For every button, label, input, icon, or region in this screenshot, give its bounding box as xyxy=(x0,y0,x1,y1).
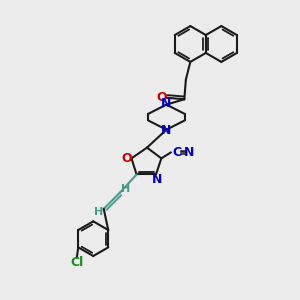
Text: H: H xyxy=(94,207,103,217)
Text: N: N xyxy=(184,146,194,159)
Text: O: O xyxy=(121,152,132,165)
Text: Cl: Cl xyxy=(70,256,83,269)
Text: N: N xyxy=(152,173,162,186)
Text: H: H xyxy=(121,184,130,194)
Text: N: N xyxy=(161,124,172,137)
Text: N: N xyxy=(161,97,172,110)
Text: O: O xyxy=(156,91,167,104)
Text: C: C xyxy=(172,146,182,159)
